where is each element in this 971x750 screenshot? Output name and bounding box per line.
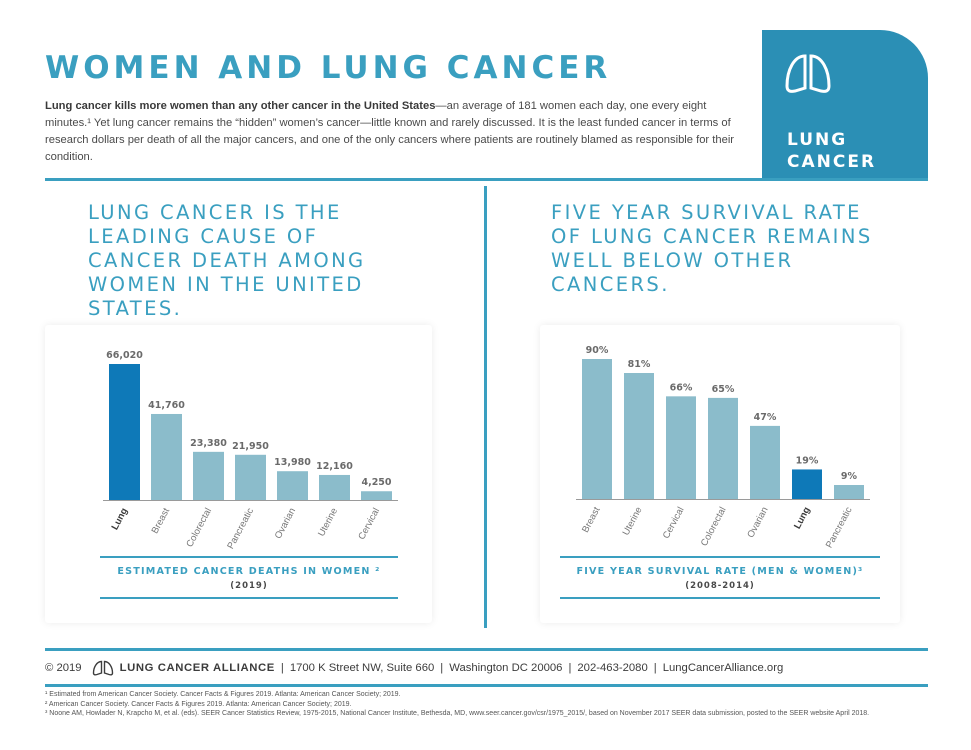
intro-rest: —an average of 181 women each day, one e…	[45, 100, 735, 163]
tick-label-pancreatic: Pancreatic	[824, 505, 855, 550]
data-label-pancreatic: 9%	[841, 471, 858, 482]
tick-label-cervical: Cervical	[661, 505, 687, 540]
intro-paragraph: Lung cancer kills more women than any ot…	[45, 98, 735, 166]
footnote-1: ¹ Estimated from American Cancer Society…	[45, 691, 401, 698]
tick-label-ovarian: Ovarian	[273, 506, 298, 541]
right-chart-caption-sub: (2008-2014)	[685, 581, 755, 591]
footer-separator: |	[568, 662, 572, 674]
footnotes: ¹ Estimated from American Cancer Society…	[45, 690, 925, 719]
footer-bottom-divider	[45, 684, 928, 687]
footer-bar: © 2019 LUNG CANCER ALLIANCE | 1700 K Str…	[45, 660, 928, 676]
footnote-3: ³ Noone AM, Howlader N, Krapcho M, et al…	[45, 710, 870, 717]
survival-chart-panel: 90% Breast 81% Uterine 66% Cervical 65% Colorec…	[540, 325, 900, 623]
data-label-breast: 90%	[586, 345, 609, 356]
header-divider	[45, 178, 928, 181]
bar-ovarian	[750, 425, 780, 499]
tick-label-uterine: Uterine	[621, 505, 645, 537]
right-section-heading: FIVE YEAR SURVIVAL RATE OF LUNG CANCER R…	[551, 201, 873, 296]
page-title: WOMEN AND LUNG CANCER	[45, 50, 612, 86]
bar-colorectal	[708, 397, 738, 499]
left-chart-caption: ESTIMATED CANCER DEATHS IN WOMEN ²	[117, 566, 381, 577]
survival-bar-chart: 90% Breast 81% Uterine 66% Cervical 65% Colorec…	[576, 345, 870, 550]
bar-colorectal	[193, 451, 224, 500]
right-chart-caption: FIVE YEAR SURVIVAL RATE (MEN & WOMEN)³	[576, 566, 864, 577]
bar-cervical	[361, 491, 392, 500]
logo-line-2: CANCER	[787, 152, 877, 172]
bar-breast	[151, 413, 182, 500]
intro-bold: Lung cancer kills more women than any ot…	[45, 100, 436, 112]
footer-separator: |	[280, 662, 284, 674]
bar-pancreatic	[834, 485, 864, 499]
tick-label-lung: Lung	[110, 506, 131, 532]
tick-label-colorectal: Colorectal	[184, 506, 214, 549]
footer-top-divider	[45, 648, 928, 651]
footer-separator: |	[653, 662, 657, 674]
left-section-heading: LUNG CANCER IS THE LEADING CAUSE OF CANC…	[88, 201, 366, 320]
data-label-cervical: 66%	[670, 382, 693, 393]
tick-label-breast: Breast	[580, 505, 603, 535]
bar-uterine	[319, 474, 350, 500]
data-label-lung: 19%	[796, 455, 819, 466]
tick-label-breast: Breast	[150, 506, 173, 536]
deaths-bar-chart: 66,020 Lung 41,760 Breast 23,380 Colorectal 21…	[103, 350, 398, 551]
footer-address: 1700 K Street NW, Suite 660	[289, 662, 435, 674]
left-caption-top-line	[100, 556, 398, 558]
bar-lung	[109, 364, 140, 500]
lungs-icon	[92, 660, 113, 676]
bar-lung	[792, 469, 822, 499]
column-divider	[484, 186, 487, 628]
logo: LUNG CANCER & WOMEN	[762, 30, 928, 193]
data-label-uterine: 81%	[628, 359, 651, 370]
bar-ovarian	[277, 471, 308, 500]
footer-copyright: © 2019	[45, 662, 82, 674]
lungs-icon	[785, 54, 831, 93]
data-label-cervical: 4,250	[361, 477, 391, 488]
data-label-uterine: 12,160	[316, 461, 353, 472]
tick-label-uterine: Uterine	[316, 506, 340, 538]
data-label-ovarian: 13,980	[274, 457, 311, 468]
footer-website-link[interactable]: LungCancerAlliance.org	[662, 662, 784, 674]
tick-label-cervical: Cervical	[356, 506, 382, 541]
data-label-breast: 41,760	[148, 400, 185, 411]
left-chart-caption-sub: (2019)	[230, 581, 268, 591]
data-label-colorectal: 65%	[712, 384, 735, 395]
footnote-2: ² American Cancer Society. Cancer Facts …	[45, 700, 352, 708]
bar-uterine	[624, 373, 654, 499]
left-caption-bottom-line	[100, 597, 398, 599]
data-label-ovarian: 47%	[754, 412, 777, 423]
tick-label-ovarian: Ovarian	[745, 505, 770, 540]
tick-label-colorectal: Colorectal	[699, 505, 729, 548]
footer-org: LUNG CANCER ALLIANCE	[119, 662, 275, 674]
deaths-chart-panel: 66,020 Lung 41,760 Breast 23,380 Colorectal 21…	[45, 325, 432, 623]
footer-phone: 202-463-2080	[577, 662, 648, 674]
bar-breast	[582, 359, 612, 499]
logo-line-3: & WOMEN	[787, 180, 861, 193]
footer-separator: |	[440, 662, 444, 674]
bar-cervical	[666, 396, 696, 499]
right-caption-bottom-line	[560, 597, 880, 599]
tick-label-pancreatic: Pancreatic	[225, 506, 256, 551]
data-label-lung: 66,020	[106, 350, 143, 361]
logo-line-1: LUNG	[787, 130, 848, 150]
right-caption-top-line	[560, 556, 880, 558]
footer-city: Washington DC 20006	[449, 662, 563, 674]
tick-label-lung: Lung	[792, 505, 813, 531]
data-label-colorectal: 23,380	[190, 438, 227, 449]
bar-pancreatic	[235, 454, 266, 500]
data-label-pancreatic: 21,950	[232, 441, 269, 452]
